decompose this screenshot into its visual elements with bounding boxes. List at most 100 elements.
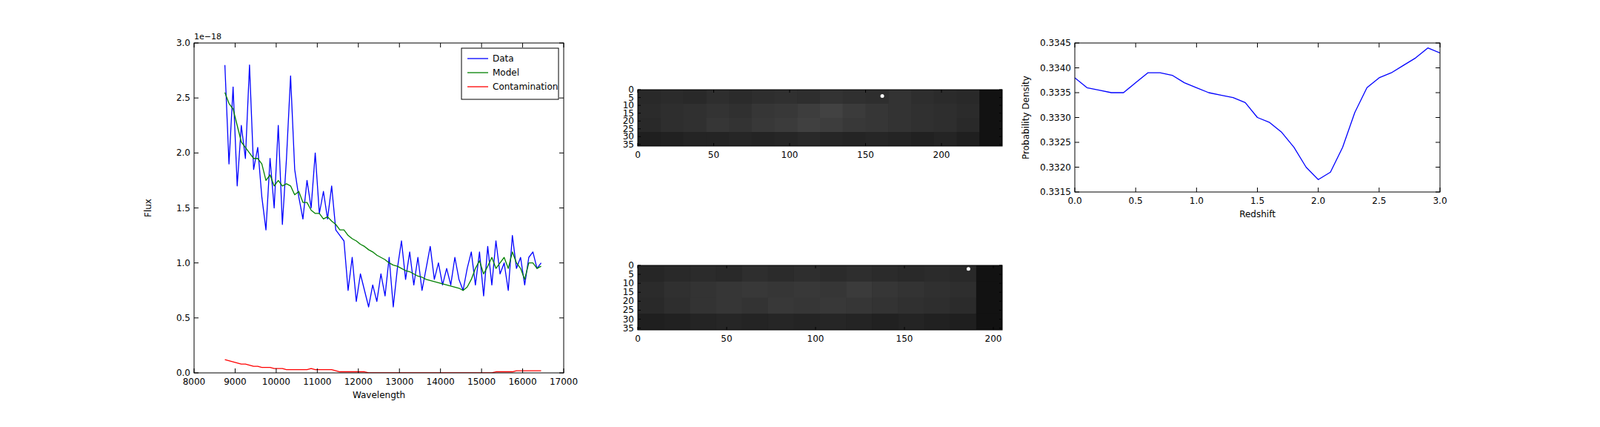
- y-tick: [637, 274, 641, 275]
- image-cell: [888, 103, 912, 119]
- x-tick-top: [1135, 42, 1137, 48]
- y-tick: [194, 152, 199, 154]
- image-cell: [888, 117, 912, 133]
- image-cell: [660, 89, 684, 105]
- x-tick: [1440, 187, 1441, 192]
- series-line: [225, 92, 542, 291]
- image-cell: [683, 89, 707, 105]
- x-tick: [1135, 187, 1137, 192]
- y-tick: [194, 317, 199, 318]
- image-cell: [637, 103, 661, 119]
- y-tick-right: [999, 274, 1003, 275]
- y-tick-right: [999, 291, 1003, 293]
- image-cell: [728, 131, 752, 146]
- y-tick-right: [999, 265, 1003, 266]
- series-line: [225, 65, 542, 307]
- legend-label: Contamination: [492, 81, 558, 92]
- x-tick: [275, 368, 277, 373]
- image-cell: [797, 89, 820, 105]
- bright-source: [880, 94, 885, 98]
- image-cell: [950, 313, 978, 330]
- legend-label: Model: [492, 67, 520, 78]
- legend-swatch: [467, 71, 489, 73]
- y-tick-right: [999, 309, 1003, 311]
- x-tick-top: [865, 89, 866, 93]
- image-cell: [705, 117, 729, 133]
- x-tick-top: [993, 265, 995, 269]
- image-background: [637, 89, 1003, 146]
- y-tick-right: [999, 120, 1003, 122]
- y-tick: [194, 97, 199, 99]
- y-tick-label: 0.5: [176, 312, 191, 323]
- x-tick: [194, 368, 195, 373]
- image-cell: [637, 297, 665, 315]
- image-cell: [689, 297, 717, 315]
- image-cell: [637, 89, 661, 105]
- legend-box: [461, 48, 559, 100]
- image-cell: [705, 89, 729, 105]
- image-cell: [689, 281, 717, 298]
- image-cell: [794, 265, 821, 282]
- image-cell: [842, 131, 866, 146]
- legend-swatch: [467, 57, 489, 59]
- y-tick: [637, 120, 641, 122]
- y-tick-right: [999, 128, 1003, 129]
- y-tick-right: [559, 207, 564, 209]
- x-tick-label: 0: [634, 149, 641, 160]
- plot-area: [1074, 48, 1440, 180]
- image-cell: [979, 89, 1003, 105]
- image-cell: [820, 281, 847, 298]
- image-cell: [924, 281, 952, 298]
- y-tick: [637, 327, 641, 329]
- image-cell: [637, 265, 665, 282]
- y-tick-right: [999, 143, 1003, 145]
- x-tick: [1317, 187, 1319, 192]
- y-tick-right: [999, 136, 1003, 138]
- image-cell: [689, 313, 717, 330]
- x-tick: [317, 368, 318, 373]
- x-tick-top: [1074, 42, 1076, 48]
- y-tick: [1074, 117, 1080, 118]
- y-tick-right: [999, 327, 1003, 329]
- y-tick-label: 1.0: [176, 257, 191, 269]
- image-cell: [637, 117, 661, 133]
- image-cell: [715, 313, 743, 330]
- x-tick-label: 17000: [549, 376, 578, 387]
- image-cell: [820, 117, 843, 133]
- image-cell: [774, 89, 798, 105]
- panel: 8000900010000110001200013000140001500016…: [142, 31, 578, 400]
- image-cell: [797, 103, 820, 119]
- x-tick: [563, 368, 565, 373]
- image-cell: [871, 265, 899, 282]
- y-tick: [637, 265, 641, 266]
- y-tick-label: 1.5: [176, 202, 191, 214]
- image-cell: [797, 131, 820, 146]
- y-tick-label: 0.3315: [1040, 186, 1072, 198]
- image-cell: [950, 265, 978, 282]
- x-tick: [726, 326, 728, 330]
- image-cell: [845, 297, 873, 315]
- y-tick-label: 0.3345: [1040, 37, 1072, 49]
- x-tick-top: [194, 42, 195, 48]
- image-cell: [751, 131, 775, 146]
- image-cell: [897, 265, 925, 282]
- y-tick: [194, 372, 199, 374]
- y-tick-right: [1435, 67, 1440, 69]
- background: [0, 0, 1600, 427]
- y-tick-label: 0.0: [176, 367, 191, 378]
- image-cell: [715, 297, 743, 315]
- image-cell: [728, 89, 752, 105]
- x-tick-label: 200: [933, 149, 951, 160]
- x-tick: [1196, 187, 1198, 192]
- image-cell: [976, 297, 1003, 315]
- x-tick-top: [637, 265, 639, 269]
- x-tick: [904, 326, 906, 330]
- plot-area: [225, 65, 542, 373]
- image-cell: [683, 131, 707, 146]
- image-cell: [637, 313, 665, 330]
- y-tick-right: [999, 112, 1003, 114]
- series-line: [1074, 48, 1440, 180]
- y-tick-right: [999, 105, 1003, 106]
- image-cell: [979, 131, 1003, 146]
- x-tick-top: [440, 42, 441, 48]
